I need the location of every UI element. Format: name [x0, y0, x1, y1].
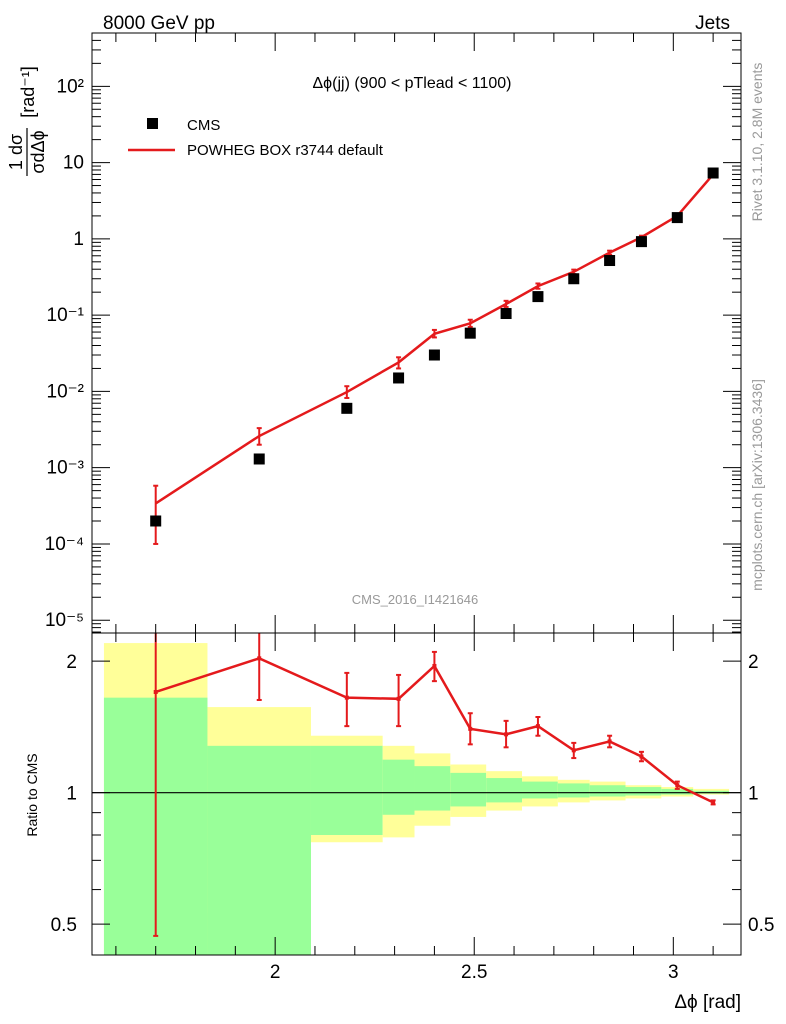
ratio-panel: [92, 643, 741, 955]
ratio-xtick-label: 2.5: [461, 962, 487, 983]
header-process-label: Jets: [695, 13, 730, 34]
stat-uncertainty-band: [625, 787, 662, 796]
ratio-axes: 0.5 0.5 1 1 2 2 2 2.5 3: [51, 633, 774, 983]
main-ytick-label: 10⁻³: [47, 458, 85, 479]
stat-uncertainty-band: [522, 781, 558, 799]
watermark: CMS_2016_I1421646: [352, 592, 479, 607]
stat-uncertainty-band: [557, 783, 590, 798]
main-ytick-label: 10⁻²: [47, 381, 85, 402]
main-ylabel: 1 dσ σdΔϕ [rad⁻¹]: [6, 66, 48, 176]
main-ytick-label: 10: [63, 153, 84, 174]
ratio-point: [468, 726, 473, 731]
ratio-point: [432, 663, 437, 668]
main-data-layer: [150, 167, 719, 545]
cms-point: [428, 349, 440, 361]
main-ytick-label: 1: [73, 229, 84, 250]
ratio-point: [675, 783, 680, 788]
ratio-point: [344, 695, 349, 700]
stat-uncertainty-band: [414, 766, 451, 811]
cms-point: [464, 327, 476, 339]
ratio-data-layer: [153, 633, 716, 937]
main-ytick-label: 10²: [57, 76, 84, 97]
main-ytick-label: 10⁻¹: [47, 305, 85, 326]
ratio-point: [607, 739, 612, 744]
main-axes: 10⁻⁵ 10⁻⁴ 10⁻³ 10⁻² 10⁻¹ 1 10 10²: [45, 32, 741, 633]
side-label-rivet: Rivet 3.1.10, 2.8M events: [749, 63, 765, 222]
ratio-point: [535, 724, 540, 729]
ratio-xtick-label: 3: [668, 962, 679, 983]
ratio-point: [153, 689, 158, 694]
cms-point: [500, 308, 512, 320]
main-ytick-label: 10⁻⁵: [45, 610, 84, 631]
ratio-ytick-label-right: 2: [748, 652, 759, 673]
ratio-frame: [91, 632, 742, 956]
ylabel-unit: [rad⁻¹]: [18, 66, 38, 118]
stat-uncertainty-band: [207, 745, 311, 955]
cms-point: [341, 402, 353, 414]
ratio-point: [571, 748, 576, 753]
stat-uncertainty-band: [450, 772, 487, 807]
ratio-point: [504, 732, 509, 737]
cms-point: [568, 273, 580, 285]
ratio-ylabel: Ratio to CMS: [24, 753, 40, 836]
legend-marker-cms: [147, 118, 158, 129]
ratio-ytick-label: 1: [66, 784, 77, 805]
ratio-ytick-label: 2: [66, 652, 77, 673]
cms-point: [707, 167, 719, 179]
cms-point: [393, 372, 405, 384]
ylabel-numerator: 1 dσ: [6, 134, 26, 170]
side-label-mcplots: mcplots.cern.ch [arXiv:1306.3436]: [749, 379, 765, 591]
stat-uncertainty-band: [661, 788, 694, 795]
header-energy-label: 8000 GeV pp: [103, 13, 215, 34]
cms-point: [671, 212, 683, 224]
cms-point: [635, 236, 647, 248]
cms-point: [150, 515, 162, 527]
ratio-point: [257, 656, 262, 661]
ratio-point: [396, 696, 401, 701]
cms-point: [253, 453, 265, 465]
stat-uncertainty-band: [486, 778, 523, 803]
ylabel-denominator: σdΔϕ: [28, 130, 48, 173]
cms-point: [532, 291, 544, 303]
stat-uncertainty-band: [310, 745, 383, 835]
stat-uncertainty-band: [589, 785, 626, 797]
powheg-line: [155, 173, 715, 505]
legend: CMS POWHEG BOX r3744 default: [128, 117, 384, 159]
ratio-ytick-label-right: 1: [748, 784, 759, 805]
ratio-point: [639, 754, 644, 759]
ratio-ytick-label: 0.5: [51, 915, 77, 936]
stat-uncertainty-band: [382, 759, 415, 815]
cms-point: [604, 255, 616, 267]
xlabel: Δϕ [rad]: [674, 992, 741, 1013]
main-ytick-label: 10⁻⁴: [45, 534, 84, 555]
ratio-ytick-label-right: 0.5: [748, 915, 774, 936]
legend-label-cms: CMS: [187, 117, 220, 134]
ratio-xtick-label: 2: [270, 962, 281, 983]
ratio-point: [711, 800, 716, 805]
chart-title: Δϕ(jj) (900 < pTlead < 1100): [312, 75, 511, 92]
legend-label-powheg: POWHEG BOX r3744 default: [187, 142, 384, 159]
